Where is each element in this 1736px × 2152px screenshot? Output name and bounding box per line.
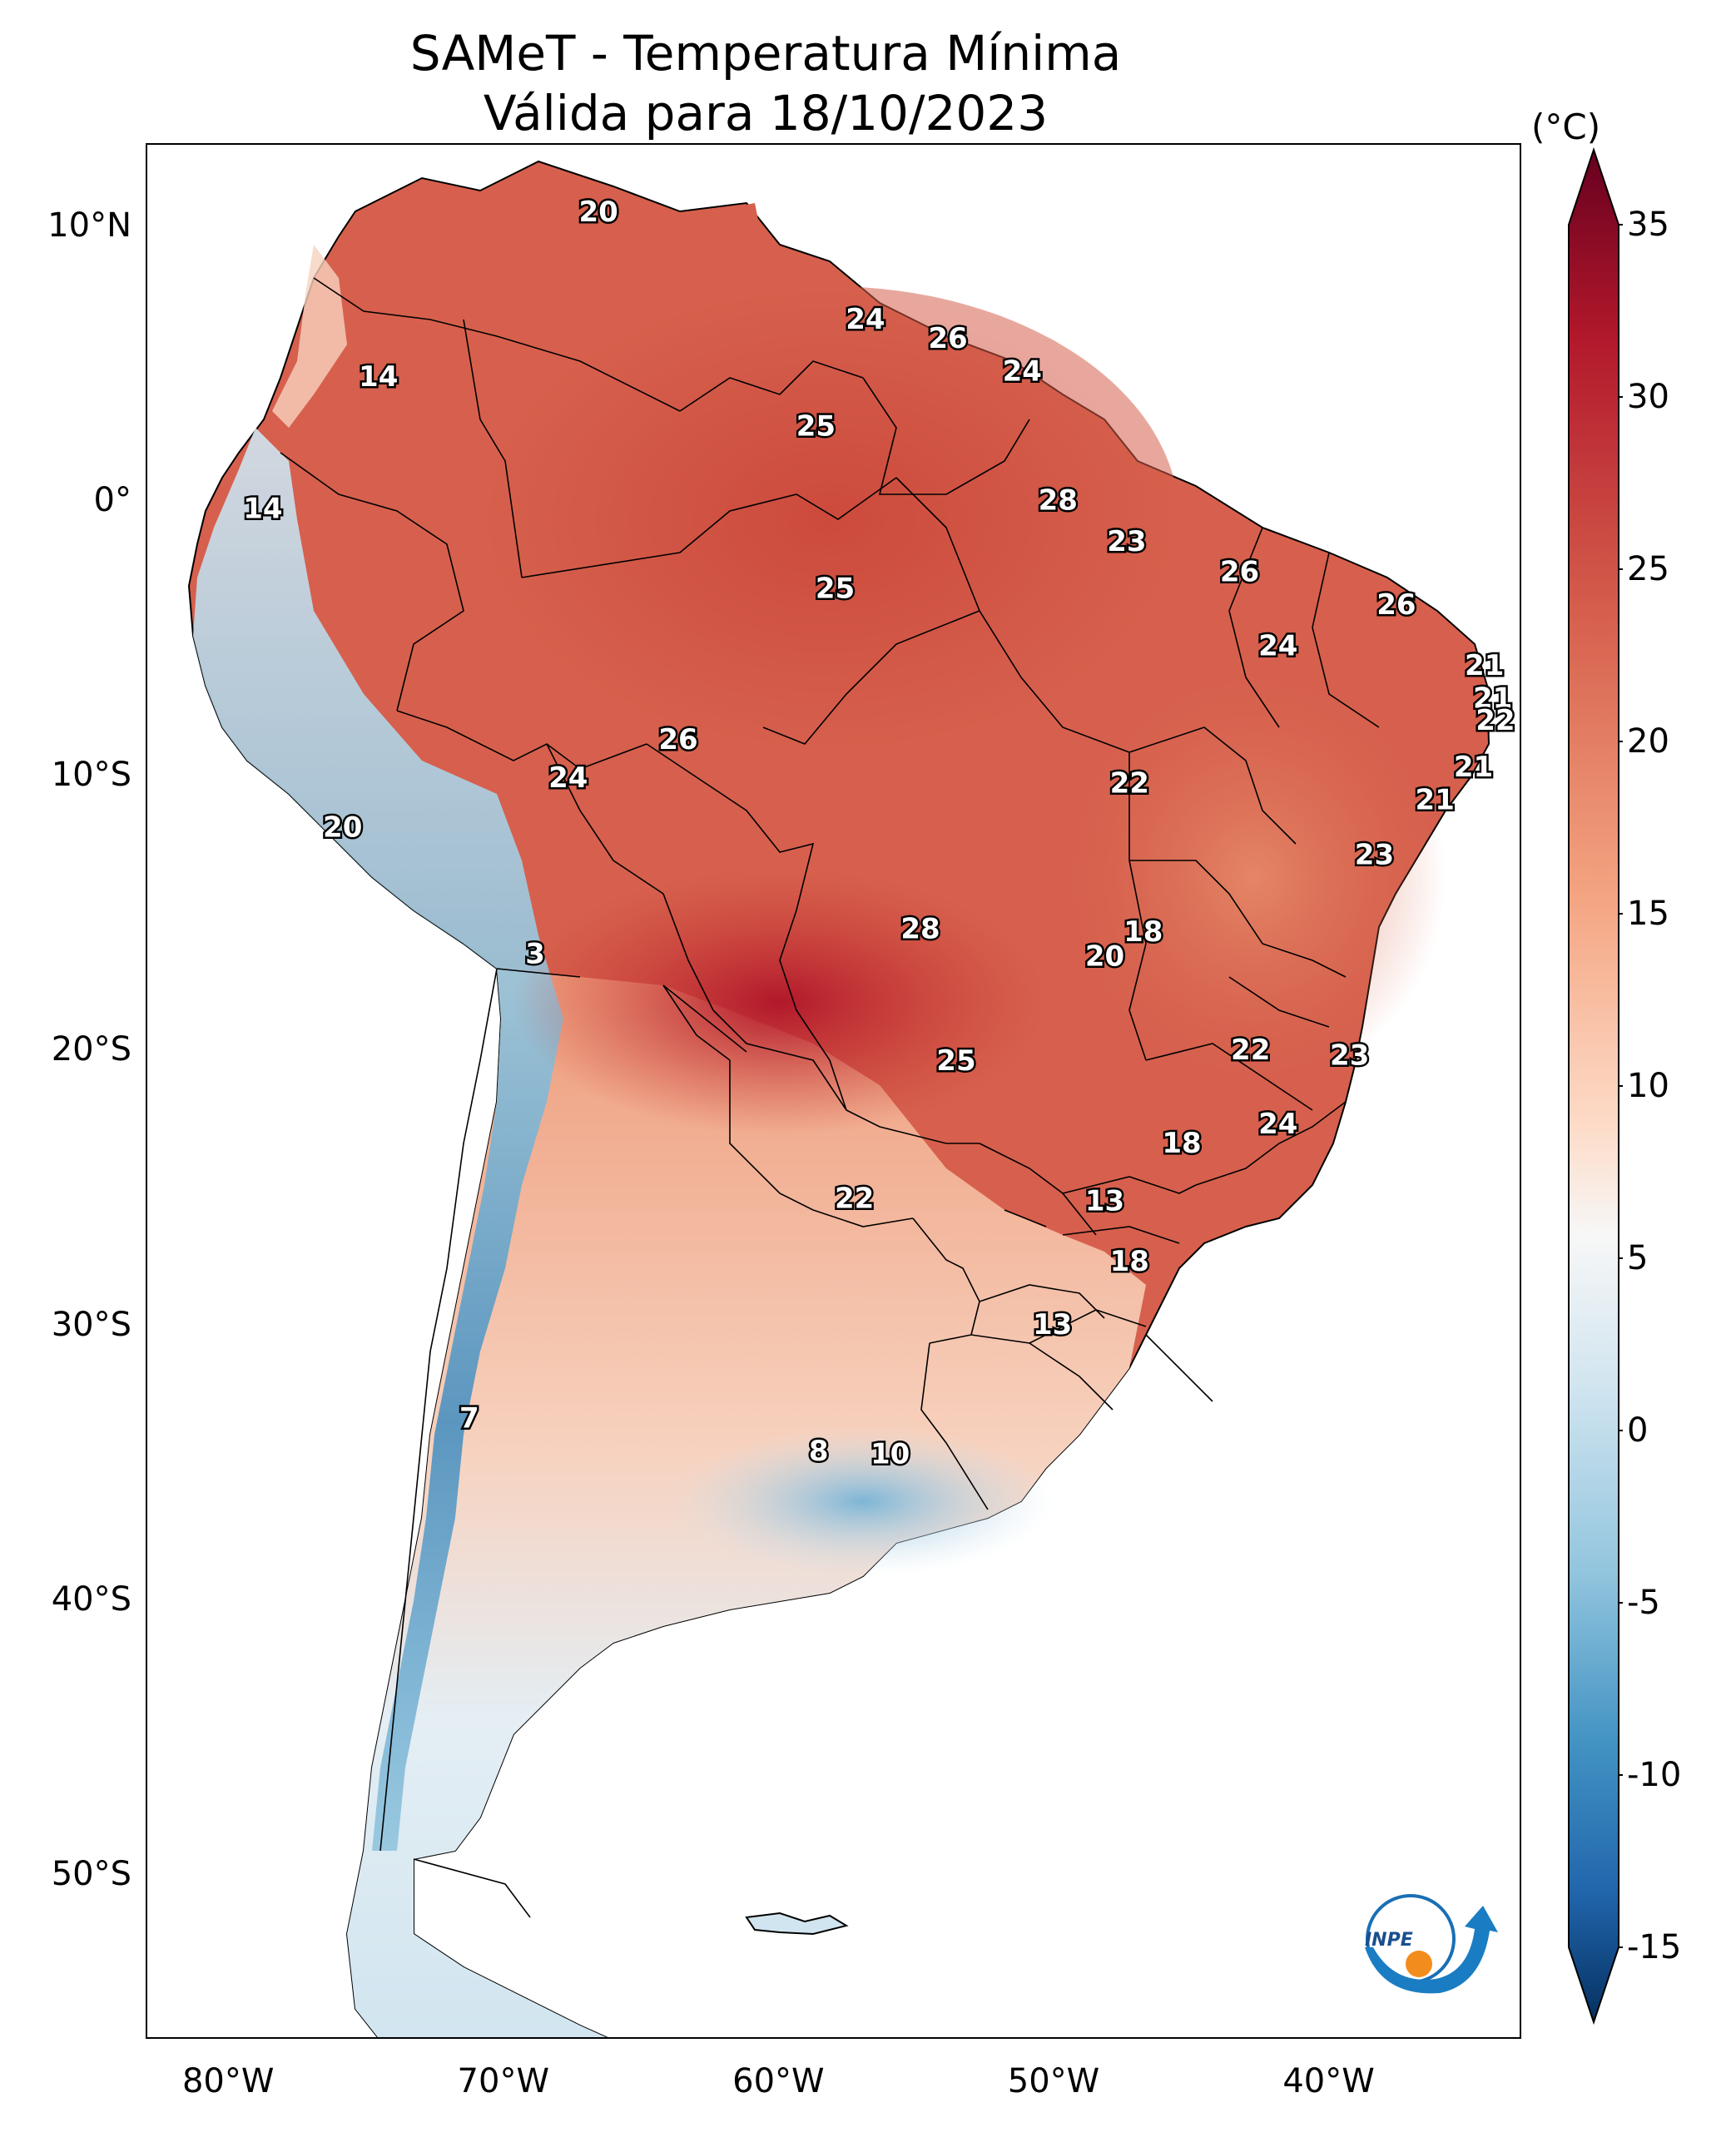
title-line2: Válida para 18/10/2023 (483, 85, 1049, 141)
temperature-value-label: 25 (796, 410, 836, 444)
temperature-value-label: 22 (1476, 704, 1515, 737)
temperature-value-label: 3 (525, 937, 545, 970)
temperature-value-label: 25 (936, 1044, 975, 1078)
temperature-value-label: 26 (1376, 588, 1416, 622)
colorbar-tick-label: 35 (1627, 206, 1669, 244)
lat-tick-label: 50°S (51, 1854, 131, 1893)
temperature-value-label: 20 (1085, 940, 1124, 974)
lon-tick-label: 40°W (1282, 2062, 1375, 2100)
temperature-value-label: 22 (1110, 767, 1149, 801)
temperature-value-label: 7 (459, 1401, 479, 1435)
temperature-value-label: 13 (1033, 1308, 1072, 1341)
colorbar-unit: (°C) (1531, 107, 1601, 147)
lat-tick-label: 40°S (51, 1579, 131, 1619)
temperature-value-label: 21 (1465, 649, 1504, 682)
lat-tick-label: 10°N (47, 206, 131, 245)
colorbar-tick-label: 5 (1627, 1239, 1649, 1277)
temperature-value-label: 23 (1355, 839, 1394, 872)
colorbar-tick-label: -5 (1627, 1584, 1660, 1622)
colorbar-tick-label: 25 (1627, 550, 1669, 588)
temperature-value-label: 26 (928, 322, 967, 355)
temperature-value-label: 28 (900, 913, 940, 946)
map-title: SAMeT - Temperatura Mínima Válida para 1… (146, 23, 1386, 143)
colorbar-tick-label: -10 (1627, 1756, 1682, 1794)
lat-tick-label: 30°S (51, 1305, 131, 1344)
temperature-value-label: 26 (1220, 556, 1259, 589)
lon-tick-label: 60°W (732, 2062, 825, 2100)
temperature-value-label: 8 (809, 1435, 829, 1468)
temperature-value-label: 18 (1123, 915, 1163, 949)
colorbar-tick-label: 15 (1627, 895, 1669, 933)
colorbar-bar (1568, 146, 1619, 2026)
temperature-value-label: 24 (1258, 1108, 1297, 1141)
temperature-value-label: 22 (835, 1182, 874, 1215)
colorbar-tick-label: 20 (1627, 722, 1669, 761)
title-line1: SAMeT - Temperatura Mínima (409, 25, 1122, 82)
temperature-value-label: 18 (1110, 1245, 1149, 1278)
temperature-value-label: 26 (658, 723, 697, 756)
temperature-value-label: 24 (1258, 630, 1297, 663)
colorbar-tick-label: -15 (1627, 1928, 1682, 1966)
trinidad-island (734, 203, 759, 228)
temperature-value-label: 24 (1003, 355, 1042, 389)
temperature-value-label: 28 (1039, 484, 1078, 518)
lon-tick-label: 50°W (1007, 2062, 1100, 2100)
andes-cold-strip (193, 428, 563, 1851)
central-hot-region (513, 869, 1046, 1135)
temperature-value-label: 23 (1330, 1039, 1369, 1073)
map-plot-area: 20 14 24 26 24 25 28 14 23 26 25 26 24 21 21 22 26 21 24 22… (146, 143, 1521, 2039)
colorbar (1568, 146, 1623, 2026)
inpe-logo: INPE (1365, 1894, 1498, 1994)
colorbar-tick-label: 10 (1627, 1067, 1669, 1105)
falkland-islands (745, 1912, 849, 1936)
temperature-value-label: 18 (1162, 1127, 1201, 1160)
lon-tick-label: 80°W (181, 2062, 275, 2100)
lat-tick-label: 10°S (51, 756, 131, 795)
temperature-value-label: 13 (1085, 1185, 1124, 1218)
political-borders (280, 277, 1380, 1918)
temperature-value-label: 20 (579, 196, 618, 229)
lat-tick-label: 20°S (51, 1030, 131, 1069)
lat-tick-label: 0° (93, 481, 131, 520)
temperature-value-label: 24 (548, 761, 588, 795)
temperature-value-label: 25 (816, 572, 855, 605)
temperature-value-label: 20 (323, 811, 362, 845)
pampa-cold-region (672, 1426, 1054, 1576)
lon-tick-label: 70°W (457, 2062, 549, 2100)
colorbar-tick-label: 30 (1627, 378, 1669, 416)
temperature-value-label: 14 (359, 360, 398, 394)
temperature-value-label: 23 (1107, 525, 1146, 558)
temperature-value-label: 22 (1231, 1034, 1270, 1067)
temperature-value-label: 14 (243, 493, 282, 526)
temperature-value-label: 24 (846, 303, 885, 336)
temperature-value-label: 21 (1454, 751, 1493, 784)
logo-text: INPE (1365, 1930, 1413, 1951)
temperature-value-label: 10 (870, 1437, 910, 1470)
temperature-value-label: 21 (1416, 784, 1455, 817)
colorbar-tick-label: 0 (1627, 1411, 1649, 1450)
temperature-value-label: 21 (1473, 682, 1512, 715)
